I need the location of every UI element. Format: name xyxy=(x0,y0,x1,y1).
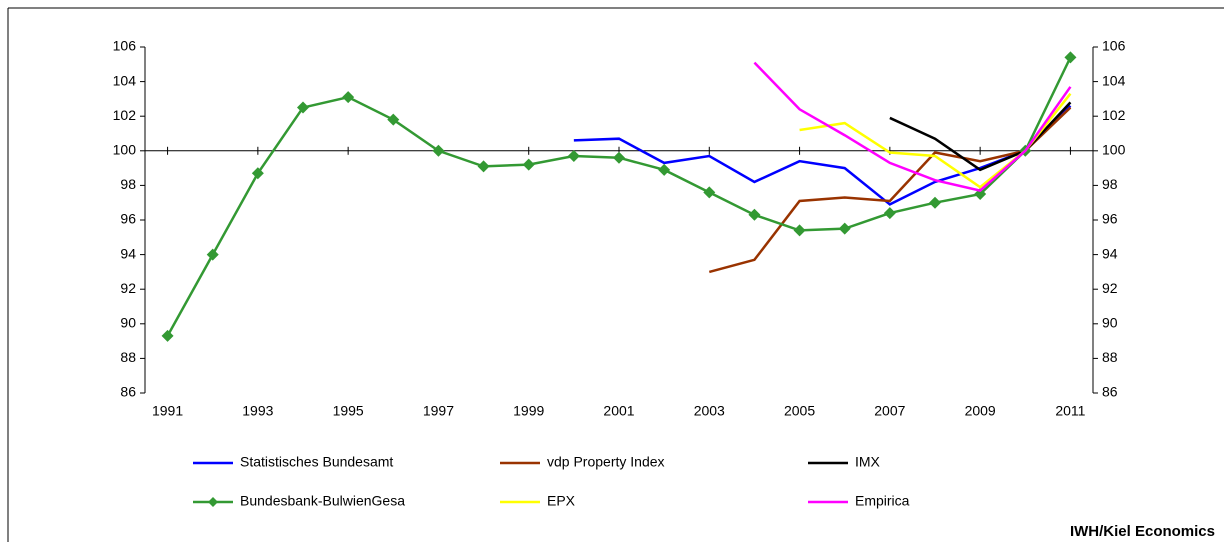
series-line xyxy=(708,106,1072,274)
y2-tick-label: 106 xyxy=(1102,38,1126,54)
legend-label: IMX xyxy=(855,454,881,470)
legend-label: Statistisches Bundesamt xyxy=(240,454,393,470)
y-tick-label: 94 xyxy=(120,245,136,261)
data-marker xyxy=(703,186,716,199)
x-tick-label: 1991 xyxy=(152,403,183,419)
y2-tick-label: 100 xyxy=(1102,142,1126,158)
data-marker xyxy=(838,222,851,235)
x-tick-label: 2009 xyxy=(965,403,996,419)
data-marker xyxy=(522,158,535,171)
x-tick-label: 1993 xyxy=(242,403,273,419)
data-marker xyxy=(251,167,264,180)
y-tick-label: 92 xyxy=(120,280,136,296)
y-tick-label: 98 xyxy=(120,176,136,192)
x-tick-label: 2003 xyxy=(694,403,725,419)
data-marker xyxy=(883,207,896,220)
legend-marker xyxy=(208,497,218,507)
x-tick-label: 2001 xyxy=(603,403,634,419)
data-marker xyxy=(929,196,941,209)
y2-tick-label: 88 xyxy=(1102,349,1118,365)
data-marker xyxy=(387,113,400,126)
y2-tick-label: 86 xyxy=(1102,384,1118,400)
series-line xyxy=(573,104,1072,206)
legend-label: Empirica xyxy=(855,493,910,509)
y-tick-label: 90 xyxy=(120,315,136,331)
data-marker xyxy=(613,151,625,164)
y2-tick-label: 98 xyxy=(1102,176,1118,192)
x-tick-label: 1999 xyxy=(513,403,544,419)
x-tick-label: 1995 xyxy=(333,403,364,419)
data-marker xyxy=(1064,51,1077,64)
y2-tick-label: 90 xyxy=(1102,315,1118,331)
legend-label: EPX xyxy=(547,493,576,509)
data-marker xyxy=(342,91,355,104)
x-tick-label: 2005 xyxy=(784,403,815,419)
data-marker xyxy=(206,248,219,261)
data-marker xyxy=(567,149,580,162)
series-line xyxy=(889,101,1072,172)
legend-label: Bundesbank-BulwienGesa xyxy=(240,493,405,509)
y-tick-label: 96 xyxy=(120,211,136,227)
y2-tick-label: 94 xyxy=(1102,245,1118,261)
data-marker xyxy=(297,101,309,114)
x-tick-label: 1997 xyxy=(423,403,454,419)
series-line xyxy=(753,61,1072,192)
y2-tick-label: 102 xyxy=(1102,107,1126,123)
data-marker xyxy=(161,329,174,342)
data-marker xyxy=(432,144,445,157)
y2-tick-label: 96 xyxy=(1102,211,1118,227)
data-marker xyxy=(793,224,806,237)
y-tick-label: 88 xyxy=(120,349,136,365)
y-tick-label: 100 xyxy=(113,142,137,158)
y-tick-label: 86 xyxy=(120,384,136,400)
legend-label: vdp Property Index xyxy=(547,454,665,470)
y-tick-label: 102 xyxy=(113,107,137,123)
x-tick-label: 2011 xyxy=(1055,403,1085,419)
data-marker xyxy=(748,208,761,221)
y2-tick-label: 104 xyxy=(1102,72,1126,88)
y-tick-label: 106 xyxy=(113,38,137,54)
series-line xyxy=(166,56,1072,337)
data-marker xyxy=(658,163,671,176)
data-marker xyxy=(477,160,490,173)
y-tick-label: 104 xyxy=(113,72,137,88)
y2-tick-label: 92 xyxy=(1102,280,1118,296)
x-tick-label: 2007 xyxy=(874,403,905,419)
source: IWH/Kiel Economics xyxy=(1070,523,1215,540)
